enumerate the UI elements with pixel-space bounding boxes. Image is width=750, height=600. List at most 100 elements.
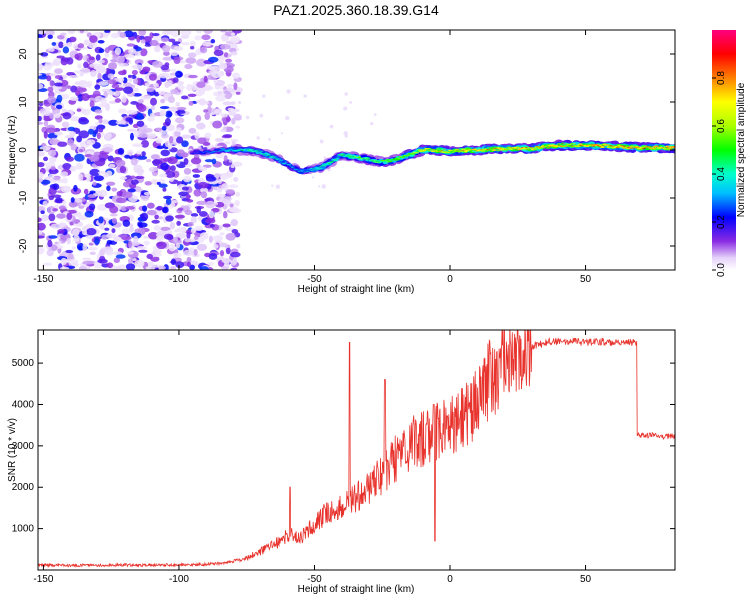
noise-blob [177,85,184,90]
noise-blob [90,69,97,78]
ridge-cell [374,160,379,162]
noise-blob [38,222,46,231]
noise-blob [130,157,138,166]
ridge-cell [364,158,368,160]
noise-blob [176,136,184,144]
noise-blob [170,51,179,57]
noise-blob [168,75,175,79]
noise-blob [108,62,118,70]
noise-blob [139,48,148,57]
noise-blob [120,205,127,212]
noise-blob [109,213,118,217]
ridge-cell [457,151,461,153]
noise-blob [62,112,72,120]
ridge-cell [193,150,197,152]
ridge-cell [561,143,565,145]
noise-blob [230,219,238,227]
noise-blob [176,226,187,233]
noise-blob [208,56,219,63]
ridge-cell [672,145,675,147]
noise-blob [116,190,124,197]
noise-blob [48,156,57,163]
noise-blob [109,205,119,214]
noise-blob [208,253,218,260]
noise-blob [146,253,153,260]
noise-blob [61,177,68,184]
noise-blob [57,240,62,245]
noise-blob [66,237,72,245]
ridge-cell [405,154,409,156]
ridge-cell [640,148,643,150]
noise-blob [38,75,48,80]
noise-blob [199,100,210,105]
noise-blob [183,158,189,166]
noise-blob [40,52,49,57]
noise-speck [321,184,327,189]
noise-blob [62,42,73,47]
noise-blob [54,75,60,79]
noise-blob [94,84,101,90]
noise-blob [167,156,178,165]
ridge-cell [299,170,303,172]
noise-blob [222,134,233,138]
noise-blob [168,244,176,252]
ridge-cell [588,144,591,146]
ridge-cell [600,146,605,149]
noise-speck [373,113,377,116]
noise-blob [94,95,104,102]
noise-blob [210,39,216,44]
noise-blob [172,77,179,83]
noise-blob [232,39,240,44]
spectrogram-y-tick-label: -20 [18,238,29,253]
spectrogram-y-label: Frequency (Hz) [7,116,18,185]
noise-blob [118,62,129,67]
noise-blob [104,52,109,58]
noise-blob [132,235,139,244]
noise-blob [47,95,56,104]
noise-blob [167,141,173,150]
ridge-cell [215,148,218,150]
ridge-cell [373,160,376,162]
noise-blob [193,249,198,256]
noise-blob [178,80,185,86]
noise-blob [193,235,199,241]
noise-blob [185,194,191,199]
ridge-cell [444,151,448,153]
noise-blob [167,96,175,104]
noise-blob [222,210,228,219]
noise-blob [204,159,214,163]
noise-blob [48,168,59,175]
noise-blob [223,90,230,95]
noise-blob [161,206,169,214]
noise-blob [159,109,167,117]
noise-blob [229,184,239,189]
ridge-cell [574,145,578,147]
ridge-cell [470,149,474,150]
noise-blob [98,216,104,224]
noise-blob [94,237,100,246]
ridge-cell [438,151,442,153]
noise-blob [96,203,108,211]
noise-blob [38,34,43,38]
noise-blob [39,145,51,151]
noise-blob [105,181,116,186]
noise-blob [196,58,207,67]
noise-blob [129,225,134,233]
noise-blob [87,246,98,251]
noise-blob [198,166,208,172]
noise-blob [82,229,87,236]
noise-blob [212,80,219,84]
ridge-cell [351,156,355,157]
noise-speck [245,115,250,120]
noise-blob [128,48,137,55]
noise-speck [218,108,222,112]
snr-x-label: Height of straight line (km) [298,584,415,595]
noise-blob [183,249,194,256]
noise-blob [151,219,160,224]
noise-blob [169,266,177,270]
ridge-cell [308,169,311,170]
noise-blob [225,58,233,63]
ridge-cell [518,149,522,150]
noise-blob [148,232,159,240]
ridge-cell [335,157,340,160]
